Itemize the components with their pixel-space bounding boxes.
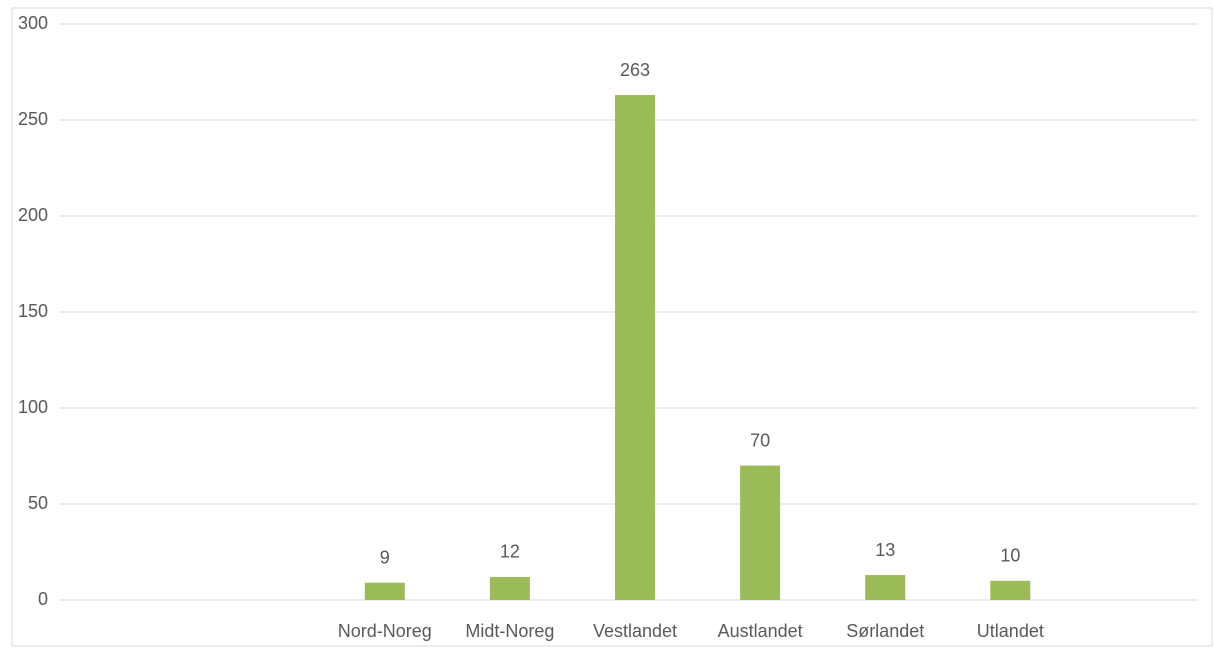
data-label: 10 (1000, 546, 1020, 566)
data-label: 9 (380, 547, 390, 567)
x-tick-label: Sørlandet (846, 621, 924, 641)
data-label: 263 (620, 60, 650, 80)
y-tick-label: 100 (18, 397, 48, 417)
y-tick-label: 0 (38, 589, 48, 609)
bar (489, 576, 530, 600)
y-tick-label: 50 (28, 493, 48, 513)
bar (865, 575, 906, 600)
x-tick-label: Nord-Noreg (338, 621, 432, 641)
bar (740, 465, 781, 600)
x-tick-label: Austlandet (718, 621, 803, 641)
data-label: 70 (750, 430, 770, 450)
bar (990, 580, 1031, 600)
x-tick-label: Utlandet (977, 621, 1044, 641)
y-tick-label: 200 (18, 205, 48, 225)
data-label: 12 (500, 542, 520, 562)
data-label: 13 (875, 540, 895, 560)
chart-frame (11, 7, 1213, 647)
y-tick-label: 150 (18, 301, 48, 321)
y-tick-label: 250 (18, 109, 48, 129)
x-tick-label: Midt-Noreg (465, 621, 554, 641)
x-tick-label: Vestlandet (593, 621, 677, 641)
bar (615, 95, 655, 600)
bar (364, 582, 405, 600)
y-tick-label: 300 (18, 13, 48, 33)
